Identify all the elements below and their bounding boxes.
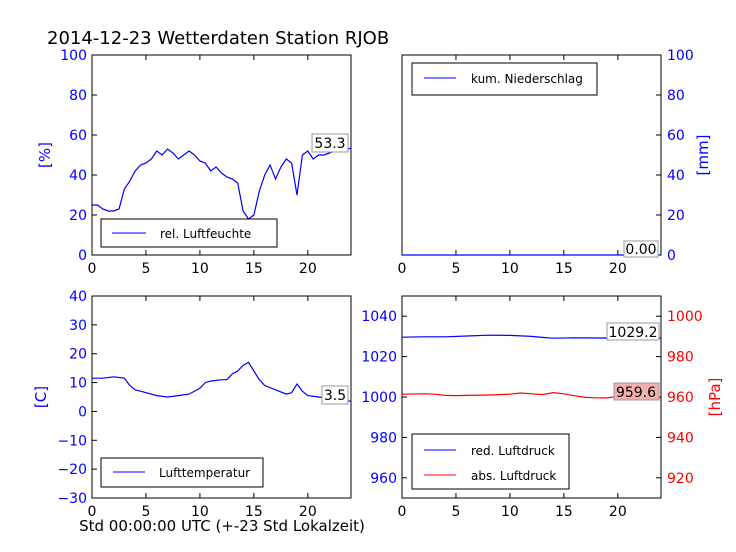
y-tick-label: −30 <box>57 491 87 507</box>
precipitation-legend <box>411 62 598 96</box>
temperature-legend <box>100 457 264 488</box>
y-tick-label: 980 <box>667 350 694 366</box>
y-tick-label: 60 <box>667 128 685 144</box>
x-tick-label: 20 <box>299 504 317 520</box>
x-tick-label: 15 <box>555 261 573 277</box>
figure-title: 2014-12-23 Wetterdaten Station RJOB <box>47 28 389 49</box>
x-tick-label: 15 <box>555 504 573 520</box>
y-tick-label: 80 <box>667 88 685 104</box>
x-tick-label: 0 <box>88 261 97 277</box>
pressure-legend <box>411 433 570 490</box>
y-tick-label: 0 <box>78 404 87 420</box>
x-tick-label: 5 <box>451 261 460 277</box>
y-tick-label: 0 <box>78 248 87 264</box>
temperature-last-value: 3.5 <box>324 388 346 404</box>
x-tick-label: 15 <box>245 504 263 520</box>
precipitation-panel: 0 5 10 15 20 0 20 40 60 80 100 [mm] 0.00 kum. Nied… <box>398 48 712 277</box>
y-tick-label: 40 <box>667 168 685 184</box>
series-line-pressure-1 <box>401 391 661 399</box>
humidity-last-value-box <box>311 133 349 153</box>
y-tick-label: 20 <box>69 347 87 363</box>
temperature-legend-label: Lufttemperatur <box>159 466 250 480</box>
x-tick-label: 0 <box>88 504 97 520</box>
y-tick-label: 0 <box>667 248 676 264</box>
y-tick-label: 960 <box>667 390 694 406</box>
pressure-legend-label-reduced: red. Luftdruck <box>471 444 555 458</box>
pressure-absolute-last-value-box <box>613 382 660 401</box>
temperature-plot-frame <box>91 295 352 499</box>
y-tick-label: −10 <box>57 433 87 449</box>
pressure-right-y-axis-label: [hPa] <box>706 378 724 417</box>
x-tick-label: 10 <box>501 504 519 520</box>
y-tick-label: 80 <box>69 88 87 104</box>
y-tick-label: 30 <box>69 318 87 334</box>
precipitation-last-value-box <box>623 240 659 258</box>
y-tick-label: 100 <box>667 48 694 64</box>
y-tick-label: 1020 <box>361 350 397 366</box>
y-tick-label: 10 <box>69 376 87 392</box>
y-tick-label: 1000 <box>667 309 703 325</box>
series-line-temperature-0 <box>92 361 352 402</box>
x-tick-label: 20 <box>299 261 317 277</box>
y-tick-label: −20 <box>57 462 87 478</box>
x-tick-label: 0 <box>398 504 407 520</box>
x-tick-label: 5 <box>141 504 150 520</box>
humidity-panel: 0 5 10 15 20 0 20 40 60 80 100 [%] 53.3 rel. Luftf… <box>36 48 352 277</box>
pressure-absolute-last-value: 959.6 <box>616 385 656 401</box>
temperature-x-axis-label: Std 00:00:00 UTC (+-23 Std Lokalzeit) <box>79 517 365 535</box>
y-tick-label: 1040 <box>361 309 397 325</box>
y-tick-label: 920 <box>667 471 694 487</box>
y-tick-label: 20 <box>69 208 87 224</box>
x-tick-label: 0 <box>398 261 407 277</box>
series-line-humidity-0 <box>92 147 352 220</box>
y-tick-label: 1000 <box>361 390 397 406</box>
temperature-last-value-box <box>321 385 349 405</box>
pressure-reduced-last-value: 1029.2 <box>609 325 658 341</box>
humidity-legend-label: rel. Luftfeuchte <box>160 227 251 241</box>
humidity-legend <box>100 218 278 248</box>
x-tick-label: 10 <box>501 261 519 277</box>
y-tick-label: 940 <box>667 430 694 446</box>
pressure-legend-label-absolute: abs. Luftdruck <box>471 469 556 483</box>
humidity-last-value: 53.3 <box>314 136 345 152</box>
y-tick-label: 100 <box>60 48 87 64</box>
temperature-y-axis-label: [C] <box>32 386 50 408</box>
x-tick-label: 10 <box>191 261 209 277</box>
x-tick-label: 5 <box>451 504 460 520</box>
y-tick-label: 40 <box>69 289 87 305</box>
precipitation-legend-label: kum. Niederschlag <box>471 72 583 86</box>
humidity-y-axis-label: [%] <box>36 142 54 168</box>
precipitation-last-value: 0.00 <box>625 242 656 258</box>
pressure-panel: 0 5 10 15 20 960 980 1000 1020 1040 920 940 960 980 10… <box>361 295 724 520</box>
x-tick-label: 20 <box>609 504 627 520</box>
x-tick-label: 15 <box>245 261 263 277</box>
x-tick-label: 5 <box>141 261 150 277</box>
pressure-reduced-last-value-box <box>606 322 660 341</box>
x-tick-label: 20 <box>609 261 627 277</box>
temperature-panel: 0 5 10 15 20 −30 −20 −10 0 10 20 30 40 [C] 3.5 Luftt… <box>32 289 365 535</box>
y-tick-label: 960 <box>370 471 397 487</box>
y-tick-label: 980 <box>370 430 397 446</box>
y-tick-label: 20 <box>667 208 685 224</box>
precipitation-y-axis-label: [mm] <box>694 135 712 176</box>
y-tick-label: 40 <box>69 168 87 184</box>
y-tick-label: 60 <box>69 128 87 144</box>
humidity-plot-frame <box>91 54 352 256</box>
x-tick-label: 10 <box>191 504 209 520</box>
